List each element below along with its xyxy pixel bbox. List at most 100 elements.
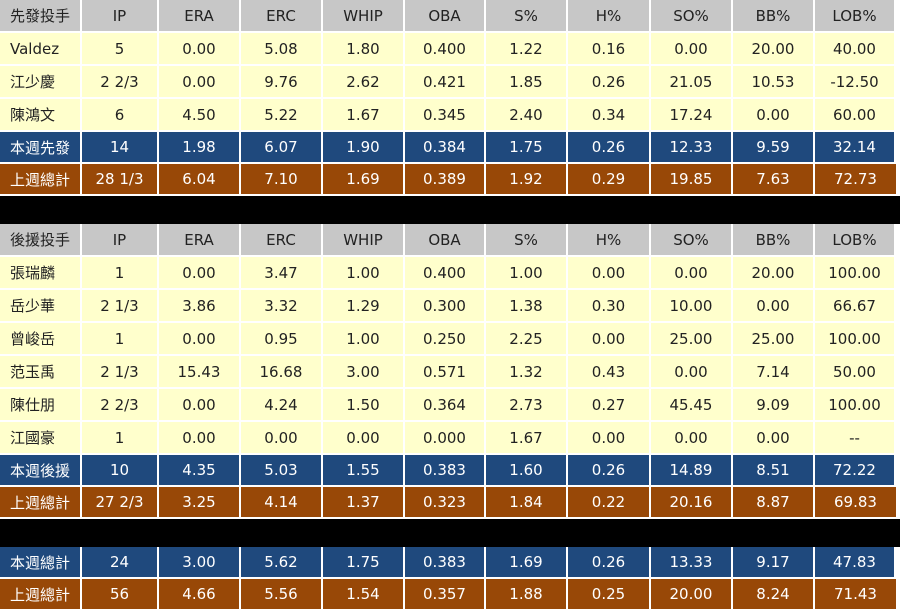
reliever-row-cell: 0.00 (159, 389, 241, 422)
starters-header-cell: WHIP (323, 0, 405, 33)
starters-last-week-row-cell: 72.73 (815, 164, 896, 196)
reliever-row-cell: 江國豪 (0, 422, 82, 455)
reliever-row-cell: 1.67 (486, 422, 568, 455)
relievers-this-week-row-cell: 8.51 (733, 455, 815, 487)
totals-this-week-row-cell: 9.17 (733, 547, 815, 579)
reliever-row-cell: 0.00 (651, 356, 733, 389)
relievers-this-week-row-cell: 5.03 (241, 455, 323, 487)
starter-row-cell: -12.50 (815, 66, 896, 99)
reliever-row-cell: 1 (82, 257, 159, 290)
starters-header-cell: ERA (159, 0, 241, 33)
starter-row-cell: 60.00 (815, 99, 896, 132)
relievers-this-week-row-cell: 4.35 (159, 455, 241, 487)
relievers-this-week-row-cell: 10 (82, 455, 159, 487)
starter-row-cell: 6 (82, 99, 159, 132)
reliever-row-cell: 2 1/3 (82, 290, 159, 323)
reliever-row-cell: 0.00 (651, 422, 733, 455)
reliever-row-cell: 0.00 (241, 422, 323, 455)
starters-header-cell: IP (82, 0, 159, 33)
reliever-row-cell: 0.00 (568, 323, 651, 356)
reliever-row-cell: 0.364 (405, 389, 486, 422)
starters-header-cell: SO% (651, 0, 733, 33)
totals-this-week-row-cell: 5.62 (241, 547, 323, 579)
starter-row-cell: 1.80 (323, 33, 405, 66)
starters-last-week-row-cell: 6.04 (159, 164, 241, 196)
relievers-last-week-row-cell: 8.87 (733, 487, 815, 519)
reliever-row-cell: 0.00 (568, 257, 651, 290)
starter-row-cell: 40.00 (815, 33, 896, 66)
reliever-row-cell: 0.400 (405, 257, 486, 290)
reliever-row-cell: 0.00 (159, 257, 241, 290)
starters-last-week-row-cell: 0.29 (568, 164, 651, 196)
reliever-row-cell: 0.30 (568, 290, 651, 323)
totals-this-week-row-cell: 24 (82, 547, 159, 579)
relievers-this-week-row-cell: 1.55 (323, 455, 405, 487)
starter-row-cell: 2 2/3 (82, 66, 159, 99)
reliever-row-cell: 1 (82, 323, 159, 356)
starter-row-cell: 0.421 (405, 66, 486, 99)
starters-this-week-row-cell: 1.90 (323, 132, 405, 164)
relievers-header-cell: ERA (159, 224, 241, 257)
relievers-this-week-row-cell: 14.89 (651, 455, 733, 487)
totals-last-week-row-cell: 56 (82, 579, 159, 611)
reliever-row-cell: 0.00 (323, 422, 405, 455)
relievers-header-cell: S% (486, 224, 568, 257)
reliever-row-cell: 0.00 (159, 323, 241, 356)
starter-row-cell: 9.76 (241, 66, 323, 99)
reliever-row-cell: 0.00 (159, 422, 241, 455)
reliever-row-cell: 9.09 (733, 389, 815, 422)
starter-row-cell: 0.26 (568, 66, 651, 99)
starter-row-cell: 0.34 (568, 99, 651, 132)
starter-row-cell: 2.62 (323, 66, 405, 99)
relievers-last-week-row-cell: 69.83 (815, 487, 896, 519)
relievers-last-week-row-cell: 4.14 (241, 487, 323, 519)
totals-this-week-row-cell: 本週總計 (0, 547, 82, 579)
starter-row-cell: 21.05 (651, 66, 733, 99)
starter-row-cell: 0.345 (405, 99, 486, 132)
reliever-row-cell: 66.67 (815, 290, 896, 323)
starters-header-cell: H% (568, 0, 651, 33)
totals-this-week-row-cell: 1.69 (486, 547, 568, 579)
starters-last-week-row-cell: 7.63 (733, 164, 815, 196)
relievers-last-week-row-cell: 27 2/3 (82, 487, 159, 519)
starter-row-cell: 5.22 (241, 99, 323, 132)
section-divider (0, 196, 900, 224)
reliever-row-cell: 0.00 (733, 422, 815, 455)
starters-header-cell: BB% (733, 0, 815, 33)
reliever-row-cell: 2.25 (486, 323, 568, 356)
relievers-this-week-row-cell: 72.22 (815, 455, 896, 487)
reliever-row-cell: 50.00 (815, 356, 896, 389)
reliever-row-cell: 100.00 (815, 257, 896, 290)
relievers-last-week-row-cell: 上週總計 (0, 487, 82, 519)
totals-last-week-row-cell: 1.54 (323, 579, 405, 611)
reliever-row-cell: 45.45 (651, 389, 733, 422)
starters-last-week-row-cell: 1.69 (323, 164, 405, 196)
reliever-row-cell: 20.00 (733, 257, 815, 290)
reliever-row-cell: 1.38 (486, 290, 568, 323)
totals-this-week-row-cell: 0.26 (568, 547, 651, 579)
relievers-header-cell: IP (82, 224, 159, 257)
totals-table: 本週總計 24 3.00 5.62 1.75 0.383 1.69 0.26 13.33 9.17… (0, 547, 900, 611)
totals-this-week-row-cell: 0.383 (405, 547, 486, 579)
totals-last-week-row-cell: 71.43 (815, 579, 896, 611)
starter-row-cell: 0.00 (733, 99, 815, 132)
starters-table: 先發投手 IP ERA ERC WHIP OBA S% H% SO% BB% LOB% Valdez 5… (0, 0, 900, 196)
starters-last-week-row-cell: 0.389 (405, 164, 486, 196)
relievers-this-week-row-cell: 本週後援 (0, 455, 82, 487)
starter-row-cell: 0.16 (568, 33, 651, 66)
reliever-row-cell: 0.000 (405, 422, 486, 455)
starter-row-cell: 1.85 (486, 66, 568, 99)
reliever-row-cell: 陳仕朋 (0, 389, 82, 422)
starter-row-cell: 5 (82, 33, 159, 66)
totals-last-week-row-cell: 上週總計 (0, 579, 82, 611)
reliever-row-cell: 100.00 (815, 323, 896, 356)
reliever-row-cell: 曾峻岳 (0, 323, 82, 356)
relievers-last-week-row-cell: 0.22 (568, 487, 651, 519)
reliever-row-cell: 3.47 (241, 257, 323, 290)
starters-this-week-row-cell: 32.14 (815, 132, 896, 164)
reliever-row-cell: 1.00 (323, 323, 405, 356)
reliever-row-cell: 岳少華 (0, 290, 82, 323)
starters-header-cell: OBA (405, 0, 486, 33)
starter-row-cell: 0.400 (405, 33, 486, 66)
